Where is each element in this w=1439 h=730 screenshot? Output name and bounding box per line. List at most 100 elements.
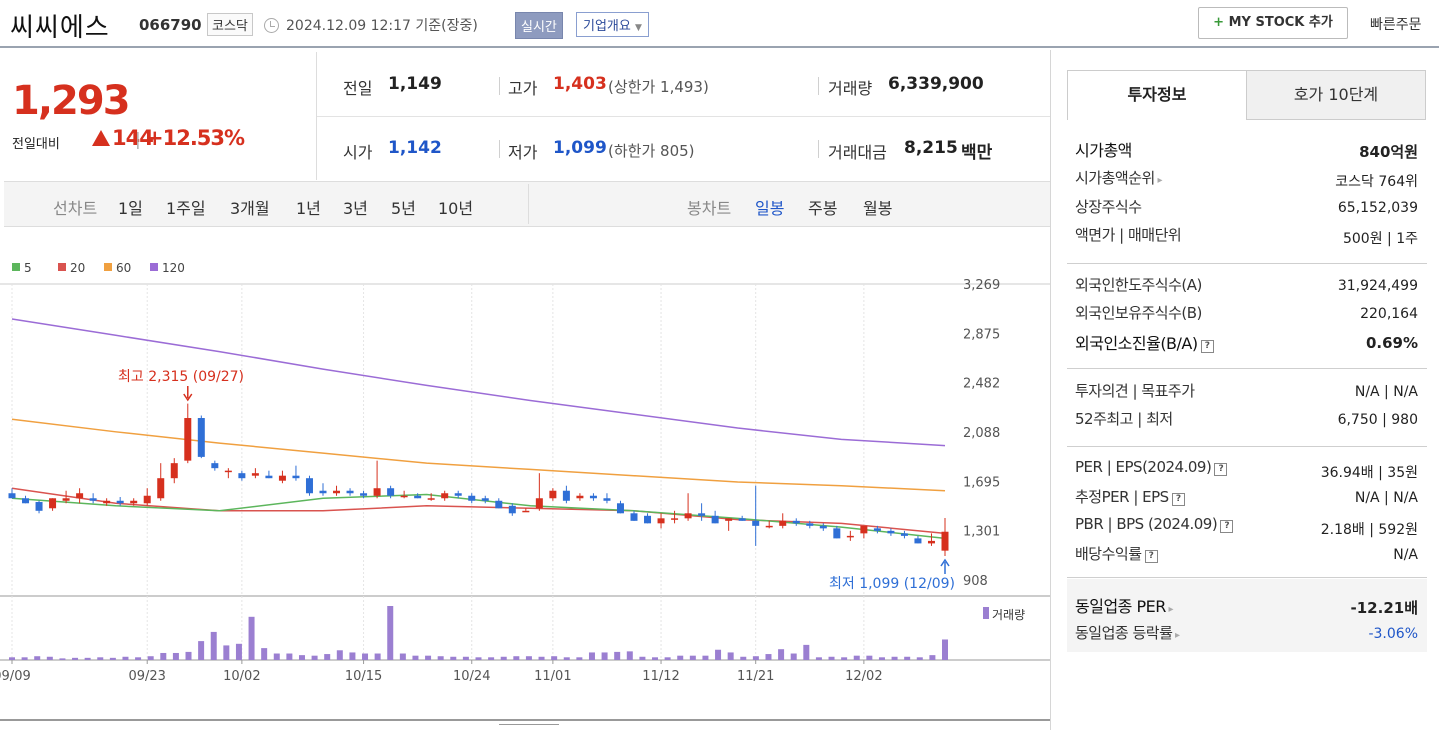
legend-label: 5 [24, 261, 32, 275]
help-icon[interactable]: ? [1144, 550, 1158, 563]
candle-body [197, 418, 205, 457]
add-mystock-button[interactable]: + MY STOCK 추가 [1198, 7, 1348, 39]
volume-bar [425, 655, 432, 660]
tab-order-book[interactable]: 호가 10단계 [1246, 70, 1426, 120]
candle-body [76, 493, 84, 499]
stock-chart[interactable]: 5 20 60 120 3,269 2,875 2,482 2,088 1,695 1,301 90… [0, 230, 1050, 730]
help-icon[interactable]: ? [1220, 520, 1234, 533]
tab-3year[interactable]: 3년 [343, 199, 368, 218]
divider [818, 77, 819, 95]
market-badge: 코스닥 [207, 13, 253, 36]
candle-body [535, 498, 543, 509]
price-change: 144 [92, 126, 154, 150]
volume-bar [261, 648, 268, 660]
tab-3month[interactable]: 3개월 [230, 199, 270, 218]
stock-name: 씨씨에스 [10, 13, 110, 43]
company-overview-dropdown[interactable]: 기업개요 ▼ [576, 12, 649, 37]
candle-body [630, 513, 638, 521]
realtime-button[interactable]: 실시간 [515, 12, 563, 39]
quick-order-button[interactable]: 빠른주문 [1370, 17, 1422, 33]
volume-bar [878, 657, 885, 660]
divider [499, 724, 559, 730]
volume-bar [778, 649, 785, 660]
y-tick-label: 2,482 [963, 377, 1000, 392]
x-tick-label: 11/21 [737, 669, 774, 684]
help-icon[interactable]: ? [1200, 340, 1214, 353]
info-row-value: -3.06% [1368, 626, 1418, 642]
caret-down-icon: ▼ [634, 23, 642, 33]
volume-bar [223, 645, 230, 660]
candle-body [211, 463, 219, 469]
volume-bar [500, 656, 507, 660]
volume-legend-swatch [983, 607, 989, 619]
tab-10year[interactable]: 10년 [438, 199, 474, 218]
volume-bar [21, 657, 28, 660]
candle-body [941, 531, 949, 551]
volume-bar [639, 656, 646, 660]
high-annotation: 최고 2,315 (09/27) [118, 369, 244, 385]
info-row-label[interactable]: 동일업종 등락률 ▸ [1075, 622, 1180, 643]
volume-bar [563, 657, 570, 660]
info-row-value: N/A | N/A [1354, 384, 1418, 400]
volume-bar [298, 655, 305, 660]
volume-bar [740, 656, 747, 660]
candle-body [698, 513, 706, 516]
candle-body [495, 500, 503, 509]
candle-body [549, 490, 557, 499]
arrow-up-icon [940, 558, 950, 567]
tab-monthly[interactable]: 월봉 [863, 199, 893, 218]
tab-invest-info[interactable]: 투자정보 [1067, 70, 1247, 120]
tab-5year[interactable]: 5년 [391, 199, 416, 218]
candle-body [319, 490, 327, 494]
volume-bar [513, 656, 520, 660]
candle-body [305, 478, 313, 494]
info-row-value: 220,164 [1360, 306, 1418, 322]
volume-bar [488, 657, 495, 660]
tab-1year[interactable]: 1년 [296, 199, 321, 218]
plus-icon: + [1213, 15, 1225, 30]
info-row-label: 외국인보유주식수(B) [1075, 302, 1202, 323]
company-overview-label: 기업개요 [583, 19, 631, 34]
x-tick-label: 10/24 [453, 669, 490, 684]
volume-bar [46, 656, 53, 660]
tab-daily[interactable]: 일봉 [755, 199, 785, 218]
volume-bar [450, 656, 457, 660]
x-tick-label: 12/02 [845, 669, 882, 684]
low-label: 저가 [508, 143, 538, 162]
volume-bar [841, 657, 848, 660]
tab-1day[interactable]: 1일 [118, 199, 143, 218]
low-value: 1,099 [553, 138, 607, 158]
info-label-text: 시가총액순위 [1075, 169, 1155, 187]
info-row-label[interactable]: 시가총액순위 ▸ [1075, 167, 1163, 188]
chart-panel [0, 50, 1051, 730]
help-icon[interactable]: ? [1214, 463, 1228, 476]
volume-bar [790, 653, 797, 660]
y-tick-label: 1,695 [963, 475, 1000, 490]
volume-bar [652, 657, 659, 660]
info-row-label: 외국인한도주식수(A) [1075, 274, 1202, 295]
volume-bar [715, 649, 722, 660]
info-label-text: 동일업종 등락률 [1075, 624, 1173, 642]
candle-body [644, 515, 652, 524]
x-tick-label: 09/23 [128, 669, 165, 684]
candle-body [238, 473, 246, 479]
help-icon[interactable]: ? [1171, 493, 1185, 506]
volume-bar [172, 652, 179, 660]
price-change-value: 144 [112, 126, 154, 150]
candle-body [22, 498, 30, 504]
trade-amount-value: 8,215 [904, 138, 958, 158]
candle-body [522, 510, 530, 513]
candle-body [62, 498, 70, 501]
change-percent: +12.53% [146, 126, 245, 150]
candle-body [914, 538, 922, 544]
upper-limit: (상한가 1,493) [608, 78, 709, 96]
info-row-label[interactable]: 동일업종 PER ▸ [1075, 593, 1174, 617]
candle-body [143, 495, 151, 504]
tab-weekly[interactable]: 주봉 [808, 199, 838, 218]
info-label-text: 투자의견 | 목표주가 [1075, 382, 1195, 400]
candle-body [35, 502, 43, 511]
stock-header [0, 0, 1439, 48]
open-value: 1,142 [388, 138, 442, 158]
candle-body [616, 503, 624, 514]
tab-1week[interactable]: 1주일 [166, 199, 206, 218]
